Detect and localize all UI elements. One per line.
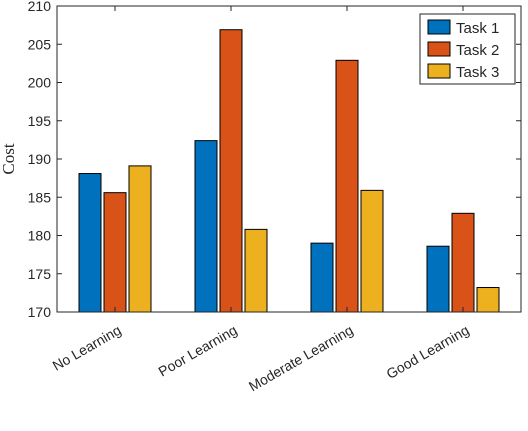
x-tick-label: Poor Learning xyxy=(156,322,240,380)
y-axis-label: Cost xyxy=(0,143,18,174)
bar-task-3-no-learning xyxy=(128,165,152,313)
bar-task-1-poor-learning xyxy=(194,140,218,313)
bar-task-3-good-learning xyxy=(476,287,500,313)
x-tick-label: No Learning xyxy=(50,322,124,374)
x-tick-label: Moderate Learning xyxy=(246,322,356,395)
bar-task-3-moderate-learning xyxy=(360,189,384,313)
bar-task-3-poor-learning xyxy=(244,228,268,313)
legend-label: Task 1 xyxy=(456,20,499,37)
legend-swatch xyxy=(427,63,451,79)
legend-swatch xyxy=(427,19,451,35)
y-tick-label: 190 xyxy=(28,151,52,167)
bar-task-1-no-learning xyxy=(78,173,102,313)
bar-task-1-good-learning xyxy=(426,245,450,313)
legend-label: Task 3 xyxy=(456,64,499,81)
y-tick-label: 200 xyxy=(28,75,52,91)
bar-task-1-moderate-learning xyxy=(310,242,334,313)
y-tick-label: 195 xyxy=(28,113,52,129)
y-axis: 170 175 180 185 190 195 200 205 210 xyxy=(28,0,521,320)
y-tick-label: 170 xyxy=(28,304,52,320)
bar-task-2-good-learning xyxy=(451,212,475,313)
legend-label: Task 2 xyxy=(456,42,499,59)
y-tick-label: 210 xyxy=(28,0,52,14)
bars-layer xyxy=(78,29,500,313)
legend: Task 1 Task 2 Task 3 xyxy=(419,13,516,85)
bar-task-2-moderate-learning xyxy=(335,59,359,313)
legend-swatch xyxy=(427,41,451,57)
y-tick-label: 205 xyxy=(28,36,52,52)
bar-task-2-no-learning xyxy=(103,192,127,313)
bar-task-2-poor-learning xyxy=(219,29,243,313)
y-tick-label: 185 xyxy=(28,189,52,205)
y-tick-label: 175 xyxy=(28,266,52,282)
y-tick-label: 180 xyxy=(28,228,52,244)
x-tick-label: Good Learning xyxy=(383,322,471,382)
